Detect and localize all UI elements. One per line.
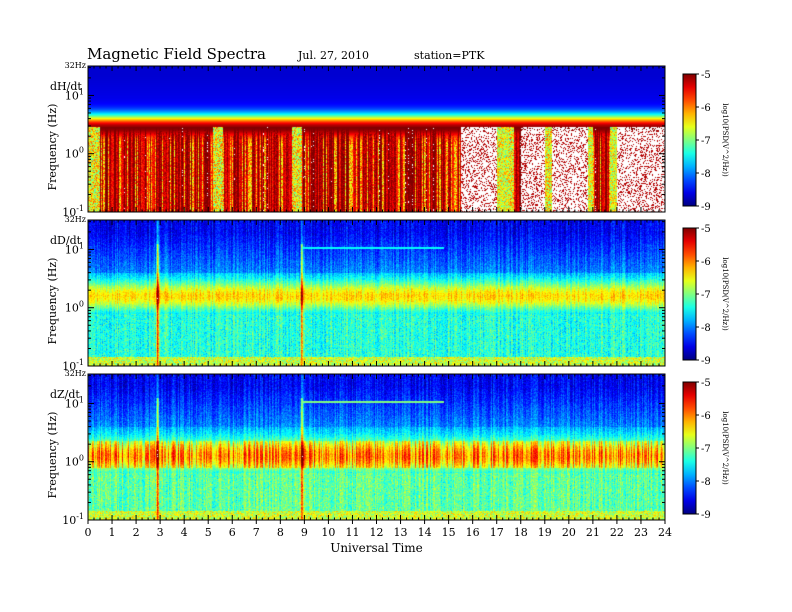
colorbar-tick-label: -6 [701, 257, 711, 268]
colorbar-tick-label: -8 [701, 323, 711, 334]
xtick-label: 18 [514, 526, 528, 539]
ytop-label: 32Hz [65, 369, 86, 378]
colorbar-tick-label: -8 [701, 169, 711, 180]
spectrogram-image [88, 220, 665, 366]
colorbar-tick-label: -7 [701, 136, 711, 147]
xtick-label: 19 [538, 526, 552, 539]
ylabel: Frequency (Hz) [46, 258, 59, 345]
xtick-label: 1 [109, 526, 116, 539]
xlabel: Universal Time [330, 541, 423, 555]
colorbar-label: log10(PSD(V^2/Hz)) [721, 411, 729, 485]
xtick-label: 9 [301, 526, 308, 539]
ytick-label: 10-1 [62, 512, 84, 527]
ytick-label: 100 [65, 146, 84, 161]
xtick-label: 13 [394, 526, 408, 539]
panel-label: dH/dt [50, 80, 82, 93]
xtick-label: 24 [658, 526, 672, 539]
xtick-label: 7 [253, 526, 260, 539]
xtick-label: 15 [442, 526, 456, 539]
spectrogram-image [88, 66, 665, 212]
colorbar-tick-label: -9 [701, 356, 711, 367]
colorbar-tick-label: -8 [701, 477, 711, 488]
colorbar-label: log10(PSD(V^2/Hz)) [721, 257, 729, 331]
xtick-label: 23 [634, 526, 648, 539]
date-label: Jul. 27, 2010 [298, 49, 369, 62]
panel-label: dZ/dt [50, 388, 80, 401]
colorbar-tick-label: -5 [701, 224, 711, 235]
xtick-label: 12 [370, 526, 384, 539]
xtick-label: 0 [85, 526, 92, 539]
xtick-label: 16 [466, 526, 480, 539]
xtick-label: 22 [610, 526, 624, 539]
colorbar-scale [682, 227, 697, 361]
ytick-label: 100 [65, 454, 84, 469]
panel-label: dD/dt [50, 234, 82, 247]
xtick-label: 20 [562, 526, 576, 539]
station-label: station=PTK [414, 49, 485, 62]
xtick-label: 6 [229, 526, 236, 539]
xtick-label: 3 [157, 526, 164, 539]
xtick-label: 8 [277, 526, 284, 539]
ytop-label: 32Hz [65, 61, 86, 70]
colorbar-tick-label: -6 [701, 103, 711, 114]
colorbar: -5 -6 -7 -8 -9 log10(PSD(V^2/Hz)) [682, 224, 729, 367]
colorbar: -5 -6 -7 -8 -9 log10(PSD(V^2/Hz)) [682, 70, 729, 213]
spectrogram-image [88, 374, 665, 520]
panel-dz-dt: 10-1 100 10 1 32Hz dZ/dt Frequency (Hz) 0 1 2 3 4 5 6… [46, 369, 672, 555]
colorbar: -5 -6 -7 -8 -9 log10(PSD(V^2/Hz)) [682, 378, 729, 521]
colorbar-label: log10(PSD(V^2/Hz)) [721, 103, 729, 177]
colorbar-tick-label: -5 [701, 70, 711, 81]
xtick-label: 4 [181, 526, 188, 539]
xtick-label: 10 [321, 526, 335, 539]
colorbar-tick-label: -5 [701, 378, 711, 389]
xtick-label: 17 [490, 526, 504, 539]
colorbar-tick-label: -9 [701, 202, 711, 213]
xtick-label: 2 [133, 526, 140, 539]
xtick-label: 21 [586, 526, 600, 539]
xtick-label: 11 [345, 526, 359, 539]
colorbar-scale [682, 381, 697, 515]
chart-title: Magnetic Field Spectra [87, 45, 266, 63]
ytop-label: 32Hz [65, 215, 86, 224]
ylabel: Frequency (Hz) [46, 104, 59, 191]
ylabel: Frequency (Hz) [46, 412, 59, 499]
xtick-label: 5 [205, 526, 212, 539]
colorbar-scale [682, 73, 697, 207]
colorbar-tick-label: -6 [701, 411, 711, 422]
colorbar-tick-label: -7 [701, 290, 711, 301]
xtick-label: 14 [418, 526, 432, 539]
colorbar-tick-label: -7 [701, 444, 711, 455]
ytick-label: 100 [65, 300, 84, 315]
colorbar-tick-label: -9 [701, 510, 711, 521]
